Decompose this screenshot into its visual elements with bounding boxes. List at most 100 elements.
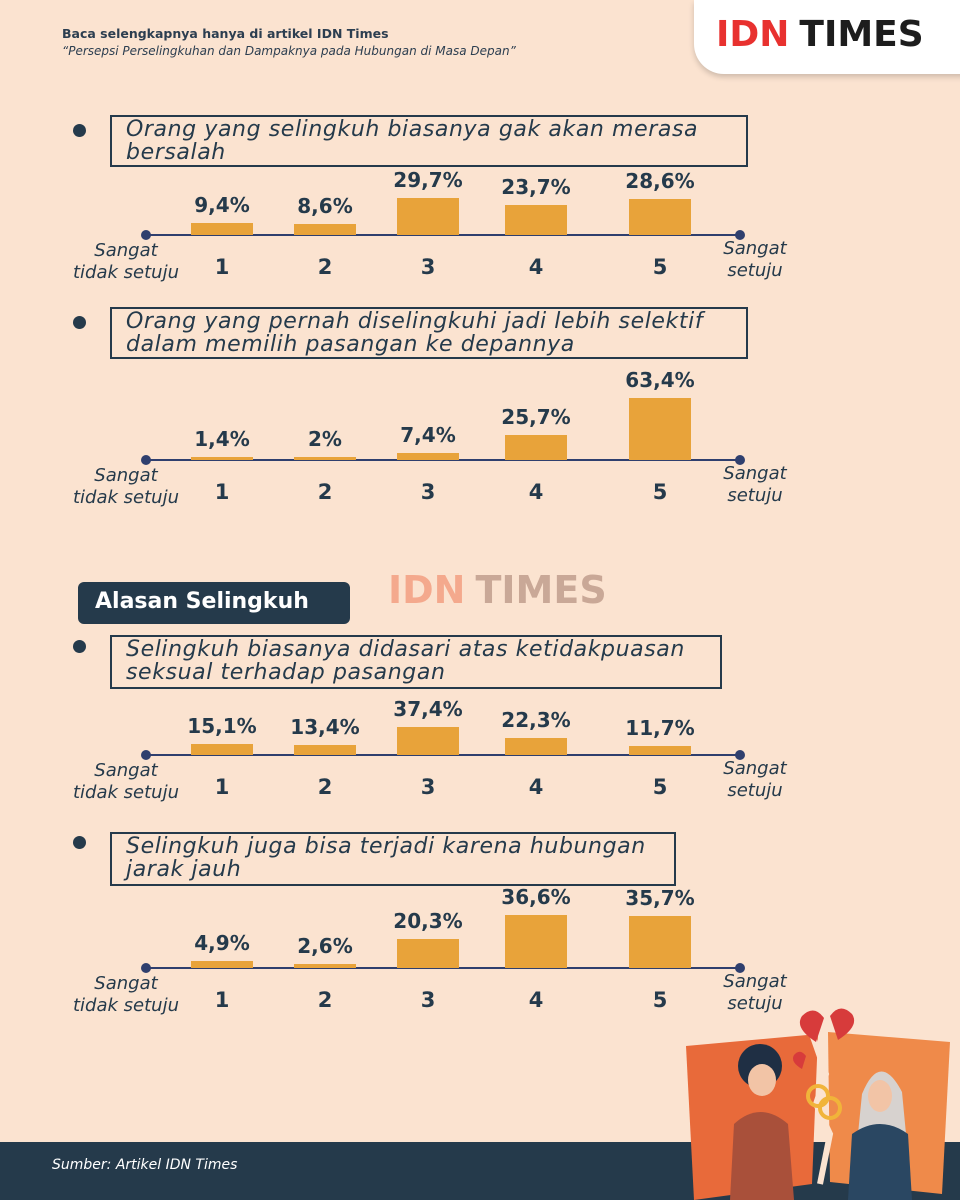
- category-tick-label: 2: [317, 255, 333, 279]
- bar-value-label: 29,7%: [393, 168, 463, 192]
- bar-value-label: 4,9%: [194, 931, 250, 955]
- category-tick-label: 3: [420, 255, 436, 279]
- scale-axis: [146, 754, 740, 756]
- category-tick-label: 4: [528, 480, 544, 504]
- scale-right-label-line: setuju: [727, 993, 783, 1014]
- axis-start-dot: [141, 963, 151, 973]
- scale-right-label: Sangat setuju: [705, 463, 805, 507]
- category-tick-label: 5: [652, 255, 668, 279]
- bar: [191, 457, 253, 460]
- bar-value-label: 35,7%: [625, 886, 695, 910]
- logo-badge: IDN TIMES: [694, 0, 960, 74]
- scale-right-label-line: setuju: [727, 485, 783, 506]
- scale-left-label-line: tidak setuju: [73, 782, 179, 803]
- axis-end-dot: [735, 750, 745, 760]
- question-line: bersalah: [126, 140, 226, 165]
- question-box: Orang yang selingkuh biasanya gak akan m…: [110, 115, 748, 167]
- logo-times: TIMES: [799, 14, 924, 55]
- bar-value-label: 9,4%: [194, 193, 250, 217]
- scale-left-label: Sangat tidak setuju: [66, 465, 186, 509]
- question-bullet: [73, 316, 86, 329]
- bar: [191, 961, 253, 968]
- section-title: Alasan Selingkuh: [78, 582, 350, 624]
- bar: [505, 915, 567, 968]
- category-tick-label: 4: [528, 255, 544, 279]
- bar-value-label: 7,4%: [400, 423, 456, 447]
- bar: [191, 223, 253, 235]
- question-line: Orang yang selingkuh biasanya gak akan m…: [126, 117, 699, 142]
- question-box: Orang yang pernah diselingkuhi jadi lebi…: [110, 307, 748, 359]
- category-tick-label: 5: [652, 988, 668, 1012]
- logo-idn: IDN: [716, 14, 790, 55]
- question-bullet: [73, 124, 86, 137]
- scale-left-label-line: tidak setuju: [73, 262, 179, 283]
- scale-left-label: Sangat tidak setuju: [66, 240, 186, 284]
- bar: [629, 916, 691, 968]
- watermark-logo: IDN TIMES: [388, 568, 607, 612]
- question-box: Selingkuh biasanya didasari atas ketidak…: [110, 635, 722, 689]
- source-note: Sumber: Artikel IDN Times: [52, 1157, 238, 1173]
- scale-right-label: Sangat setuju: [705, 238, 805, 282]
- scale-left-label-line: Sangat: [94, 760, 158, 781]
- bar-value-label: 8,6%: [297, 194, 353, 218]
- header-line-2: “Persepsi Perselingkuhan dan Dampaknya p…: [62, 44, 516, 58]
- bar: [629, 746, 691, 755]
- question-box: Selingkuh juga bisa terjadi karena hubun…: [110, 832, 676, 886]
- question-line: Selingkuh juga bisa terjadi karena hubun…: [126, 834, 646, 859]
- bar: [294, 224, 356, 235]
- scale-right-label-line: Sangat: [723, 463, 787, 484]
- bar: [397, 727, 459, 755]
- scale-axis: [146, 234, 740, 236]
- scale-right-label-line: Sangat: [723, 758, 787, 779]
- bar-value-label: 28,6%: [625, 169, 695, 193]
- category-tick-label: 3: [420, 775, 436, 799]
- category-tick-label: 3: [420, 480, 436, 504]
- scale-axis: [146, 967, 740, 969]
- category-tick-label: 1: [214, 480, 230, 504]
- scale-right-label: Sangat setuju: [705, 758, 805, 802]
- bar-value-label: 22,3%: [501, 708, 571, 732]
- bar: [294, 745, 356, 755]
- category-tick-label: 2: [317, 775, 333, 799]
- bar-value-label: 13,4%: [290, 715, 360, 739]
- scale-left-label-line: Sangat: [94, 973, 158, 994]
- axis-start-dot: [141, 230, 151, 240]
- category-tick-label: 2: [317, 988, 333, 1012]
- category-tick-label: 3: [420, 988, 436, 1012]
- bar-value-label: 2%: [308, 427, 342, 451]
- scale-axis: [146, 459, 740, 461]
- axis-start-dot: [141, 750, 151, 760]
- watermark-idn: IDN: [388, 568, 466, 612]
- scale-left-label-line: tidak setuju: [73, 995, 179, 1016]
- question-bullet: [73, 640, 86, 653]
- question-line: Orang yang pernah diselingkuhi jadi lebi…: [126, 309, 704, 334]
- category-tick-label: 2: [317, 480, 333, 504]
- bar: [505, 435, 567, 460]
- bar: [397, 453, 459, 460]
- header-note: Baca selengkapnya hanya di artikel IDN T…: [62, 26, 516, 58]
- category-tick-label: 5: [652, 775, 668, 799]
- bar: [505, 205, 567, 235]
- bar-value-label: 11,7%: [625, 716, 695, 740]
- bar: [505, 738, 567, 755]
- watermark-times: TIMES: [475, 568, 607, 612]
- question-line: jarak jauh: [126, 857, 242, 882]
- category-tick-label: 4: [528, 988, 544, 1012]
- scale-left-label-line: Sangat: [94, 465, 158, 486]
- scale-right-label-line: Sangat: [723, 238, 787, 259]
- question-bullet: [73, 836, 86, 849]
- question-line: dalam memilih pasangan ke depannya: [126, 332, 575, 357]
- bar: [629, 199, 691, 235]
- scale-right-label-line: setuju: [727, 780, 783, 801]
- bar: [397, 939, 459, 968]
- bar-value-label: 2,6%: [297, 934, 353, 958]
- category-tick-label: 4: [528, 775, 544, 799]
- axis-end-dot: [735, 455, 745, 465]
- bar-value-label: 20,3%: [393, 909, 463, 933]
- brand-logo: IDN TIMES: [716, 14, 924, 55]
- axis-end-dot: [735, 963, 745, 973]
- bar: [294, 964, 356, 968]
- bar-value-label: 1,4%: [194, 427, 250, 451]
- scale-left-label: Sangat tidak setuju: [66, 973, 186, 1017]
- axis-start-dot: [141, 455, 151, 465]
